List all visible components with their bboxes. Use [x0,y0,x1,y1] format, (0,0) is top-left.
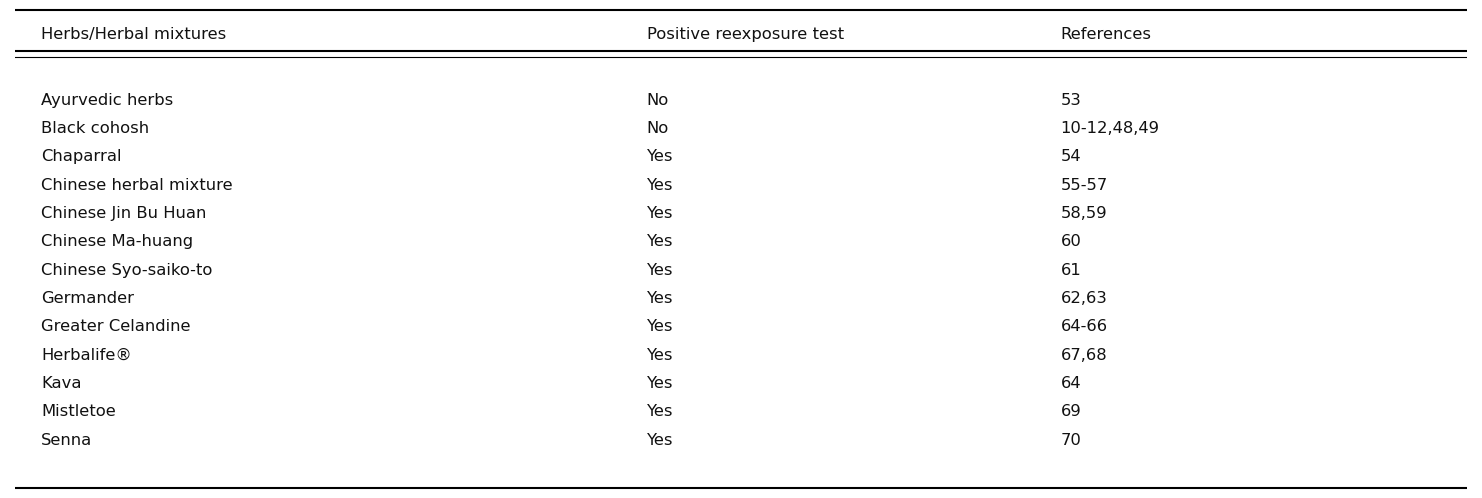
Text: Yes: Yes [646,348,673,363]
Text: Yes: Yes [646,319,673,334]
Text: Chinese Jin Bu Huan: Chinese Jin Bu Huan [41,206,206,221]
Text: 64: 64 [1061,376,1082,391]
Text: Yes: Yes [646,262,673,278]
Text: Senna: Senna [41,432,92,448]
Text: Chinese herbal mixture: Chinese herbal mixture [41,178,233,193]
Text: 62,63: 62,63 [1061,291,1107,306]
Text: Positive reexposure test: Positive reexposure test [646,27,843,42]
Text: 70: 70 [1061,432,1082,448]
Text: Yes: Yes [646,149,673,164]
Text: Chinese Syo-saiko-to: Chinese Syo-saiko-to [41,262,212,278]
Text: 53: 53 [1061,93,1082,108]
Text: Herbalife®: Herbalife® [41,348,132,363]
Text: Greater Celandine: Greater Celandine [41,319,191,334]
Text: Yes: Yes [646,291,673,306]
Text: 69: 69 [1061,404,1082,419]
Text: 54: 54 [1061,149,1082,164]
Text: 60: 60 [1061,235,1082,249]
Text: 55-57: 55-57 [1061,178,1107,193]
Text: No: No [646,93,668,108]
Text: Yes: Yes [646,235,673,249]
Text: Yes: Yes [646,404,673,419]
Text: 67,68: 67,68 [1061,348,1107,363]
Text: Yes: Yes [646,432,673,448]
Text: 64-66: 64-66 [1061,319,1107,334]
Text: Chaparral: Chaparral [41,149,122,164]
Text: 58,59: 58,59 [1061,206,1107,221]
Text: Mistletoe: Mistletoe [41,404,116,419]
Text: Yes: Yes [646,178,673,193]
Text: Yes: Yes [646,206,673,221]
Text: 10-12,48,49: 10-12,48,49 [1061,121,1159,136]
Text: References: References [1061,27,1152,42]
Text: Kava: Kava [41,376,82,391]
Text: Herbs/Herbal mixtures: Herbs/Herbal mixtures [41,27,227,42]
Text: Yes: Yes [646,376,673,391]
Text: No: No [646,121,668,136]
Text: Chinese Ma-huang: Chinese Ma-huang [41,235,193,249]
Text: Ayurvedic herbs: Ayurvedic herbs [41,93,173,108]
Text: 61: 61 [1061,262,1082,278]
Text: Black cohosh: Black cohosh [41,121,150,136]
Text: Germander: Germander [41,291,133,306]
